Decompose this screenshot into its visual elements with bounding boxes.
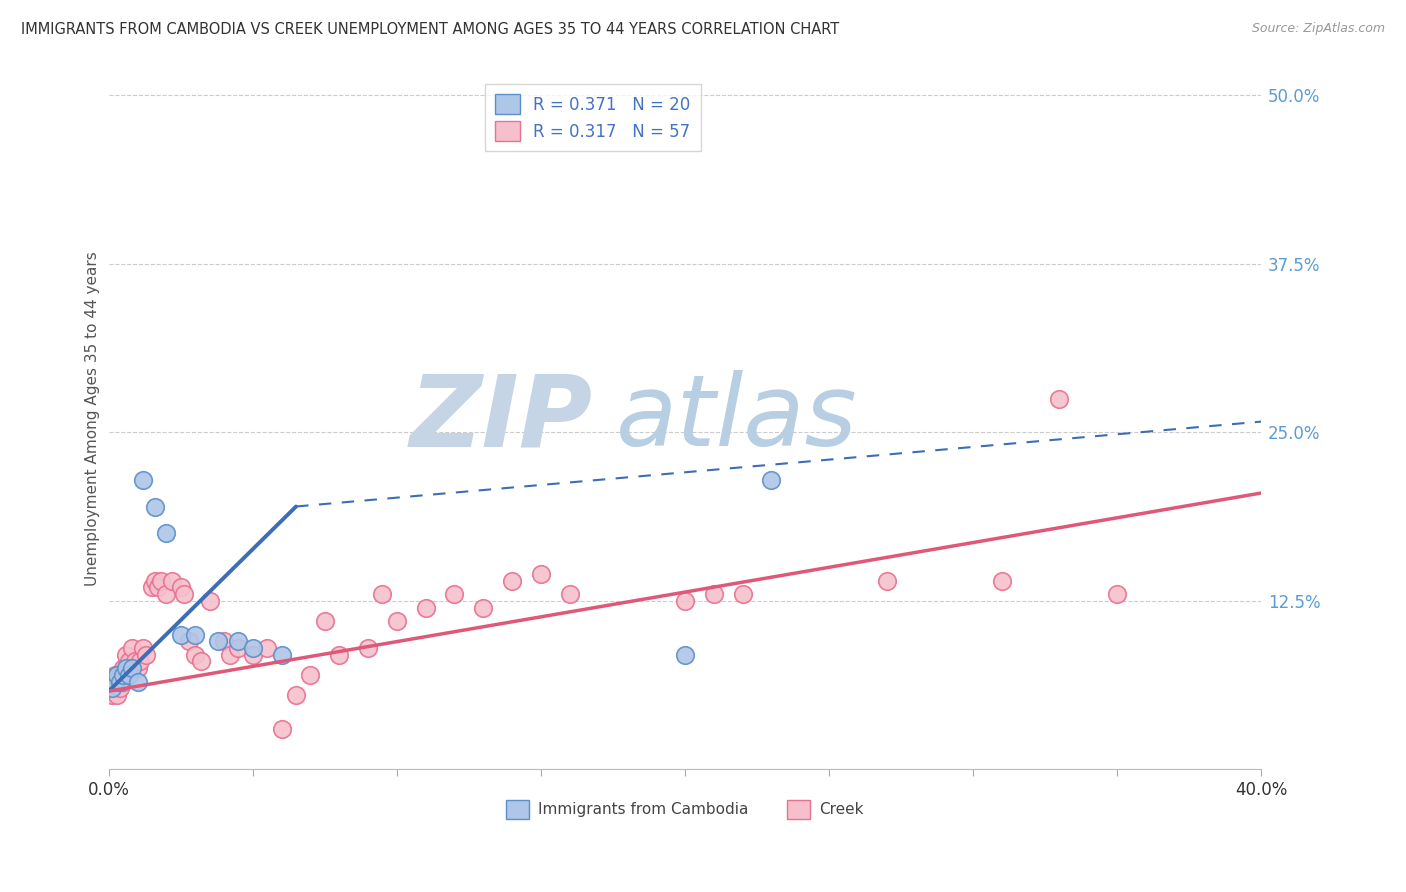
Point <box>170 580 193 594</box>
Point <box>703 587 725 601</box>
Point <box>876 574 898 588</box>
Point <box>141 580 163 594</box>
Point <box>115 661 138 675</box>
Point <box>991 574 1014 588</box>
Point <box>371 587 394 601</box>
Point <box>218 648 240 662</box>
Point <box>143 500 166 514</box>
Point <box>160 574 183 588</box>
Point <box>299 668 322 682</box>
Point <box>143 574 166 588</box>
Point <box>103 681 125 696</box>
Point <box>132 473 155 487</box>
Point <box>184 648 207 662</box>
Point <box>118 668 141 682</box>
Point <box>100 674 122 689</box>
Point <box>285 688 308 702</box>
Point <box>184 627 207 641</box>
Point <box>179 634 201 648</box>
Point <box>132 640 155 655</box>
Point <box>385 614 408 628</box>
Point <box>558 587 581 601</box>
Point <box>228 634 250 648</box>
Point <box>198 594 221 608</box>
Point <box>107 688 129 702</box>
Point <box>155 526 177 541</box>
Point <box>190 655 212 669</box>
Point <box>127 661 149 675</box>
Point <box>501 574 523 588</box>
Point <box>100 681 122 696</box>
Text: ZIP: ZIP <box>409 370 593 467</box>
Y-axis label: Unemployment Among Ages 35 to 44 years: Unemployment Among Ages 35 to 44 years <box>86 252 100 586</box>
Point <box>103 668 125 682</box>
Point <box>173 587 195 601</box>
Point <box>110 681 132 696</box>
Point <box>112 661 135 675</box>
Point <box>112 668 135 682</box>
Point <box>170 627 193 641</box>
Point <box>155 587 177 601</box>
Point <box>270 722 292 736</box>
Point <box>443 587 465 601</box>
Point <box>110 668 132 682</box>
Point <box>761 473 783 487</box>
Point <box>112 674 135 689</box>
Point <box>1107 587 1129 601</box>
Point <box>115 661 138 675</box>
Point <box>212 634 235 648</box>
Point <box>673 648 696 662</box>
Legend: Immigrants from Cambodia, Creek: Immigrants from Cambodia, Creek <box>501 794 870 825</box>
Point <box>472 600 495 615</box>
Point <box>100 688 122 702</box>
Point <box>256 640 278 655</box>
Point <box>103 674 125 689</box>
Point <box>118 655 141 669</box>
Text: Source: ZipAtlas.com: Source: ZipAtlas.com <box>1251 22 1385 36</box>
Point <box>357 640 380 655</box>
Point <box>731 587 754 601</box>
Point <box>127 674 149 689</box>
Point <box>121 640 143 655</box>
Point <box>121 661 143 675</box>
Point <box>530 566 553 581</box>
Point <box>107 674 129 689</box>
Point <box>314 614 336 628</box>
Point <box>415 600 437 615</box>
Point <box>328 648 350 662</box>
Point <box>228 640 250 655</box>
Point <box>207 634 229 648</box>
Point <box>673 594 696 608</box>
Point <box>242 648 264 662</box>
Point <box>110 674 132 689</box>
Text: IMMIGRANTS FROM CAMBODIA VS CREEK UNEMPLOYMENT AMONG AGES 35 TO 44 YEARS CORRELA: IMMIGRANTS FROM CAMBODIA VS CREEK UNEMPL… <box>21 22 839 37</box>
Point <box>115 648 138 662</box>
Point <box>149 574 172 588</box>
Point <box>146 580 169 594</box>
Point <box>107 668 129 682</box>
Point <box>242 640 264 655</box>
Point <box>124 655 146 669</box>
Text: atlas: atlas <box>616 370 858 467</box>
Point <box>135 648 157 662</box>
Point <box>129 655 152 669</box>
Point <box>270 648 292 662</box>
Point <box>1049 392 1071 406</box>
